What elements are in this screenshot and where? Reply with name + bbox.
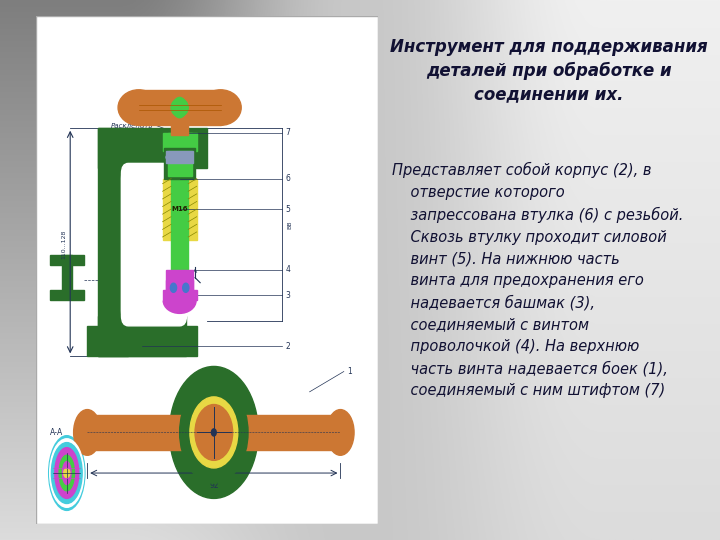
Text: А-А: А-А [50, 428, 63, 437]
Circle shape [169, 367, 258, 498]
Ellipse shape [118, 90, 159, 125]
Text: 6: 6 [286, 174, 291, 183]
Ellipse shape [327, 409, 354, 455]
Ellipse shape [171, 99, 188, 117]
Ellipse shape [166, 152, 193, 163]
Bar [166, 280, 174, 306]
Bar [164, 148, 195, 179]
Text: 92: 92 [209, 481, 219, 490]
Bar [171, 161, 188, 234]
Ellipse shape [63, 462, 71, 484]
Bar [128, 168, 186, 316]
Bar [62, 255, 72, 295]
Bar [138, 90, 220, 125]
Text: 1: 1 [347, 367, 352, 376]
Circle shape [180, 382, 248, 483]
Text: 110...128: 110...128 [61, 230, 66, 259]
Bar [98, 128, 207, 168]
Text: 5: 5 [286, 205, 291, 214]
Bar [163, 291, 197, 300]
Text: 2: 2 [286, 342, 290, 350]
Bar [163, 179, 197, 240]
Ellipse shape [55, 448, 78, 498]
Text: А: А [163, 268, 167, 274]
Bar [50, 291, 84, 300]
Text: ВВ: ВВ [287, 220, 292, 228]
Circle shape [183, 283, 189, 292]
Circle shape [113, 146, 144, 191]
Ellipse shape [200, 90, 241, 125]
Ellipse shape [168, 95, 192, 120]
Text: 7: 7 [286, 129, 291, 138]
Ellipse shape [51, 443, 82, 503]
Text: M16: M16 [171, 206, 188, 212]
Bar [98, 128, 128, 356]
Ellipse shape [73, 409, 101, 455]
Circle shape [113, 303, 144, 349]
Bar [163, 133, 197, 151]
Text: 4: 4 [286, 266, 291, 274]
Bar [171, 179, 188, 240]
Circle shape [212, 429, 216, 436]
Bar [168, 151, 192, 176]
Text: 3: 3 [286, 291, 291, 300]
FancyBboxPatch shape [122, 164, 186, 326]
Bar [168, 133, 192, 158]
Ellipse shape [50, 439, 84, 507]
Circle shape [173, 97, 186, 118]
Bar [166, 270, 193, 295]
Bar [87, 326, 197, 356]
Circle shape [195, 404, 233, 460]
Bar [166, 151, 193, 164]
Text: Представляет собой корпус (2), в
    отверстие которого
    запрессована втулка : Представляет собой корпус (2), в отверст… [392, 162, 683, 398]
Bar [98, 316, 186, 356]
Bar [185, 280, 193, 306]
FancyBboxPatch shape [122, 166, 183, 323]
Circle shape [190, 397, 238, 468]
Bar [171, 120, 188, 136]
Bar [87, 415, 341, 450]
Text: Расклепать: Расклепать [111, 123, 154, 129]
Text: А: А [193, 268, 197, 274]
Ellipse shape [48, 435, 86, 511]
Bar [171, 240, 188, 285]
Ellipse shape [165, 294, 194, 312]
Circle shape [171, 283, 176, 292]
Bar [50, 255, 84, 265]
Text: Инструмент для поддерживания
деталей при обработке и
соединении их.: Инструмент для поддерживания деталей при… [390, 38, 708, 103]
Circle shape [63, 469, 70, 477]
Ellipse shape [59, 455, 74, 491]
